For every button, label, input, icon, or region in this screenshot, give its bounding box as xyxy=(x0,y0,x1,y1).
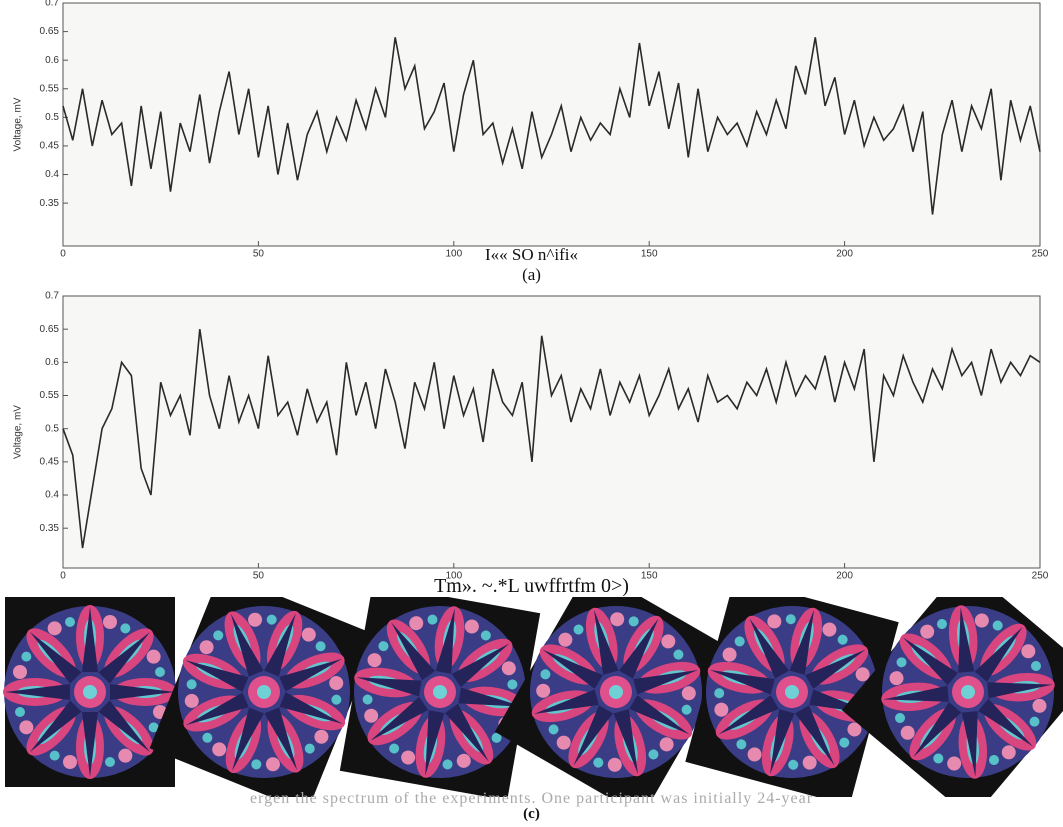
x-tick-label: 100 xyxy=(445,249,462,260)
voltage-line xyxy=(62,37,1041,215)
x-tick-label: 0 xyxy=(60,249,66,260)
kaleidoscope xyxy=(338,597,542,797)
y-tick-label: 0.5 xyxy=(45,423,59,434)
y-tick-label: 0.6 xyxy=(45,55,59,66)
kaleidoscope xyxy=(3,597,177,787)
x-tick-label: 100 xyxy=(445,571,462,582)
plot-frame xyxy=(62,295,1041,569)
x-tick-label: 200 xyxy=(836,571,853,582)
panel-label: (a) xyxy=(522,265,541,284)
x-tick-label: 150 xyxy=(641,571,658,582)
x-tick-label: 50 xyxy=(253,571,265,582)
x-tick-label: 0 xyxy=(60,571,66,582)
x-tick-label: 250 xyxy=(1032,249,1049,260)
x-tick-label: 200 xyxy=(836,249,853,260)
y-tick-label: 0.65 xyxy=(40,324,60,335)
y-tick-label: 0.65 xyxy=(40,26,60,37)
voltage-line xyxy=(62,329,1041,549)
y-tick-label: 0.7 xyxy=(45,291,59,302)
x-axis-caption: Tm». ~.*L uwffrtfm 0>) xyxy=(434,575,629,597)
y-tick-label: 0.4 xyxy=(45,490,59,501)
y-axis-label: Voltage, mV xyxy=(13,97,24,151)
y-tick-label: 0.35 xyxy=(40,523,60,534)
y-tick-label: 0.4 xyxy=(45,169,59,180)
y-axis-label: Voltage, mV xyxy=(13,405,24,459)
y-tick-label: 0.55 xyxy=(40,390,60,401)
body-text: ergen the spectrum of the experiments. O… xyxy=(249,790,814,807)
x-tick-label: 50 xyxy=(253,249,265,260)
y-tick-label: 0.6 xyxy=(45,357,59,368)
x-tick-label: 250 xyxy=(1032,571,1049,582)
y-tick-label: 0.7 xyxy=(45,0,59,9)
y-tick-label: 0.45 xyxy=(40,456,60,467)
kaleidoscope-row xyxy=(0,597,1063,797)
x-tick-label: 150 xyxy=(641,249,658,260)
x-axis-caption: I«« SO n^ifi« xyxy=(485,245,578,264)
panel-label: (c) xyxy=(523,806,540,822)
y-tick-label: 0.45 xyxy=(40,141,60,152)
y-tick-label: 0.55 xyxy=(40,83,60,94)
plot-frame xyxy=(62,2,1041,247)
plots: 0.35 0.4 0.45 0.5 0.55 0.6 0.65 0.7 0 50 100 150 200… xyxy=(13,0,1049,582)
y-tick-label: 0.35 xyxy=(40,198,60,209)
y-tick-label: 0.5 xyxy=(45,112,59,123)
